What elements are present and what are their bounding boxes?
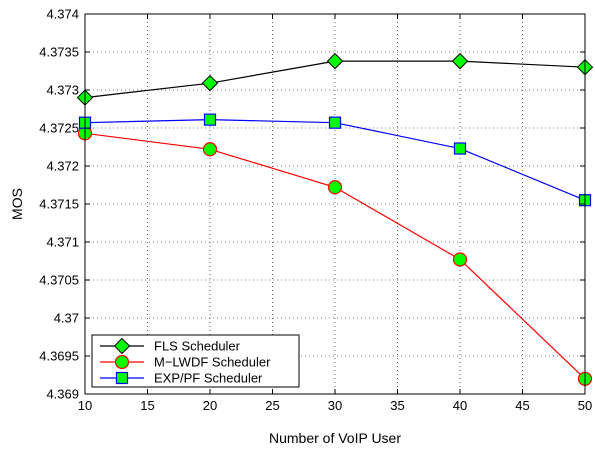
y-tick-label: 4.371 [46, 235, 79, 250]
legend-label: EXP/PF Scheduler [154, 371, 263, 386]
y-tick-label: 4.3705 [39, 273, 79, 288]
y-tick-label: 4.369 [46, 387, 79, 402]
x-tick-label: 10 [78, 398, 92, 413]
x-tick-label: 50 [578, 398, 592, 413]
x-tick-label: 40 [453, 398, 467, 413]
grid-lines [85, 14, 585, 394]
y-tick-label: 4.3715 [39, 197, 79, 212]
series-0 [76, 52, 594, 106]
tick-marks [84, 13, 586, 395]
y-tick-label: 4.374 [46, 7, 79, 22]
series-1 [77, 126, 593, 386]
x-tick-label: 20 [203, 398, 217, 413]
data-point-marker [451, 52, 469, 70]
y-tick-label: 4.372 [46, 159, 79, 174]
legend-label: FLS Scheduler [154, 339, 241, 354]
legend-marker [115, 371, 129, 385]
tick-labels: 10 15 20 25 30 35 40 45 50 4.369 4.3695 4.37 4.3705 4… [39, 7, 592, 414]
data-point-marker [201, 74, 219, 92]
data-point-marker [452, 252, 468, 267]
series-layer [76, 52, 594, 386]
data-point-marker [453, 142, 467, 155]
y-tick-label: 4.373 [46, 83, 79, 98]
x-axis-label: Number of VoIP User [269, 430, 401, 446]
legend-label: M−LWDF Scheduler [154, 355, 271, 370]
x-tick-label: 30 [328, 398, 342, 413]
y-tick-label: 4.3735 [39, 45, 79, 60]
y-tick-label: 4.3725 [39, 121, 79, 136]
x-tick-label: 45 [515, 398, 529, 413]
legend-marker [113, 337, 131, 355]
y-tick-label: 4.3695 [39, 349, 79, 364]
legend-marker [114, 354, 130, 370]
data-point-marker [326, 52, 344, 70]
data-point-marker [202, 142, 218, 157]
data-point-marker [327, 180, 343, 195]
data-point-marker [328, 116, 342, 129]
x-tick-label: 35 [390, 398, 404, 413]
data-point-marker [203, 113, 217, 126]
x-tick-label: 25 [265, 398, 279, 413]
y-tick-label: 4.37 [54, 311, 79, 326]
x-tick-label: 15 [140, 398, 154, 413]
y-axis-label: MOS [9, 188, 25, 220]
